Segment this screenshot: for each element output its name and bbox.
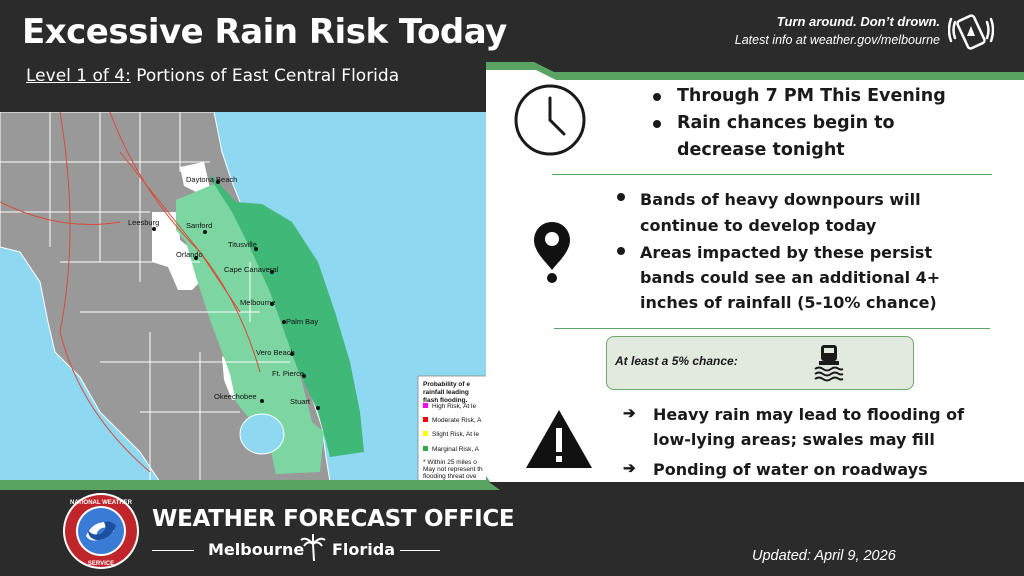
legend-note: flooding threat ove — [423, 473, 477, 480]
chance-box: At least a 5% chance: — [606, 336, 914, 390]
legend-title-line: Probability of e — [423, 381, 470, 388]
legend-note: * Within 25 miles o — [423, 459, 477, 466]
city-label: Palm Bay — [286, 317, 318, 326]
office-title: WEATHER FORECAST OFFICE — [152, 506, 515, 532]
impacts-bullet-cont: bands could see an additional 4+ — [640, 268, 941, 287]
city-label: Leesburg — [128, 218, 159, 227]
nws-logo: NATIONAL WEATHER SERVICE — [63, 493, 139, 569]
city-markers: Daytona Beach Leesburg Sanford Titusvill… — [128, 175, 320, 410]
nws-logo-text-bottom: SERVICE — [88, 561, 114, 567]
divider — [554, 328, 990, 329]
city-label: Ft. Pierce — [272, 369, 304, 378]
timing-bullet: Rain chances begin to — [677, 113, 895, 133]
footer-bar — [0, 482, 1024, 576]
white-area-daytona — [180, 162, 210, 192]
divider-line — [400, 550, 440, 551]
risk-subtitle: Level 1 of 4: Portions of East Central F… — [26, 66, 399, 86]
nws-logo-text-top: NATIONAL WEATHER — [70, 500, 133, 506]
bullet-dot — [617, 193, 625, 201]
city-label: Cape Canaveral — [224, 265, 279, 274]
office-state: Florida — [332, 540, 396, 559]
city-label: Stuart — [290, 397, 311, 406]
bullet-dot — [617, 247, 625, 255]
lake-okeechobee — [239, 413, 285, 455]
office-city: Melbourne — [208, 540, 305, 559]
risk-level: Level 1 of 4: — [26, 66, 131, 86]
arrow-icon: ➔ — [623, 405, 636, 422]
page-title: Excessive Rain Risk Today — [22, 12, 507, 52]
legend-item: High Risk, At le — [432, 403, 476, 410]
hazard-bullet-cont: low-lying areas; swales may fill — [653, 430, 935, 449]
city-label: Titusville — [228, 240, 257, 249]
bullet-dot — [653, 93, 661, 101]
city-label: Orlando — [176, 250, 203, 259]
legend-note: May not represent th — [423, 466, 483, 473]
arrow-icon: ➔ — [623, 460, 636, 477]
clock-icon — [514, 84, 586, 156]
warning-icon — [526, 410, 592, 468]
updated-date: Updated: April 9, 2026 — [752, 548, 896, 564]
chance-label: At least a 5% chance: — [615, 354, 738, 368]
hazard-bullet: Heavy rain may lead to flooding of — [653, 405, 965, 424]
florida-map-graphic: Daytona Beach Leesburg Sanford Titusvill… — [0, 112, 486, 482]
impacts-bullet-cont: continue to develop today — [640, 216, 877, 235]
city-label: Sanford — [186, 221, 212, 230]
legend-title-line: flash flooding. — [423, 397, 468, 404]
city-label: Okeechobee — [214, 392, 257, 401]
divider — [552, 174, 992, 175]
phone-alert-icon — [948, 14, 994, 50]
city-label: Vero Beach — [256, 348, 295, 357]
palm-tree-icon — [300, 534, 326, 562]
timing-bullet: Through 7 PM This Evening — [677, 86, 946, 106]
impacts-bullet: Bands of heavy downpours will — [640, 190, 921, 209]
footer-accent — [0, 480, 500, 490]
city-label: Daytona Beach — [186, 175, 237, 184]
legend-item: Marginal Risk, A — [432, 446, 480, 453]
marginal-risk-zone — [176, 184, 324, 474]
outer-risk-zone — [210, 174, 364, 457]
safety-slogan: Turn around. Don’t drown. — [776, 14, 940, 29]
impacts-bullet-cont: inches of rainfall (5-10% chance) — [640, 293, 937, 312]
impacts-bullet: Areas impacted by these persist — [640, 243, 933, 262]
divider-line — [152, 550, 194, 551]
hazard-bullet: Ponding of water on roadways — [653, 460, 928, 479]
info-panel-shape — [486, 62, 1024, 524]
risk-region: Portions of East Central Florida — [136, 66, 400, 86]
timing-bullet-cont: decrease tonight — [677, 140, 845, 160]
legend-title-line: rainfall leading — [423, 389, 469, 396]
map-pin-icon — [534, 222, 570, 283]
city-label: Melbourne — [240, 298, 275, 307]
flooded-car-icon — [814, 345, 844, 382]
latest-info-link[interactable]: Latest info at weather.gov/melbourne — [734, 33, 940, 47]
bullet-dot — [653, 120, 661, 128]
county-lines — [0, 112, 290, 482]
risk-map: Daytona Beach Leesburg Sanford Titusvill… — [0, 112, 486, 482]
info-panel: Through 7 PM This Evening Rain chances b… — [486, 62, 1024, 524]
white-area-orlando — [152, 212, 200, 290]
map-legend: Probability of e rainfall leading flash … — [417, 375, 486, 482]
legend-item: Moderate Risk, A — [432, 417, 482, 424]
legend-item: Slight Risk, At le — [432, 431, 479, 438]
highways — [0, 112, 261, 473]
